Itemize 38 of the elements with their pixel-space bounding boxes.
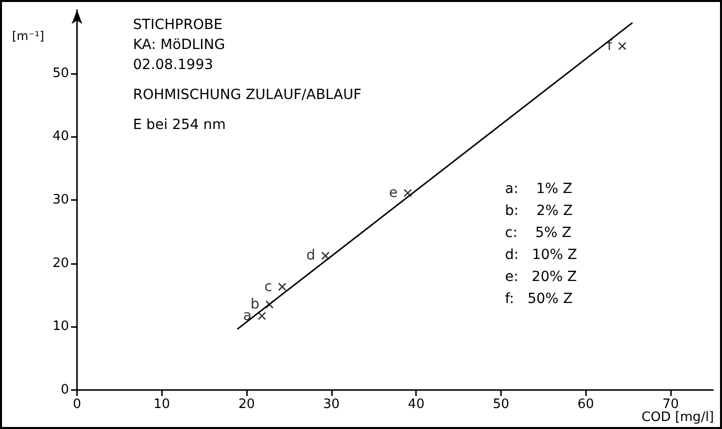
x-tick-label: 0: [72, 397, 82, 412]
annotation: KA: MöDLING: [133, 37, 226, 53]
annotation: a: 1% Z: [505, 181, 572, 197]
y-tick-label: 10: [52, 319, 69, 334]
x-axis-title: COD [mg/l]: [641, 410, 714, 425]
x-tick-label: 50: [492, 397, 510, 412]
y-tick-label: 0: [60, 382, 69, 398]
text: STICHPROBE: [133, 17, 223, 33]
point: [404, 188, 412, 198]
data-label: e: [388, 185, 398, 202]
x-tick-label: 70: [662, 397, 679, 412]
y-tick-label: 20: [52, 256, 69, 271]
annotation: ROHMISCHUNG ZULAUF/ABLAUF: [133, 87, 362, 103]
x-tick-label: 10: [154, 397, 170, 412]
annotation: d: 10% Z: [505, 247, 578, 263]
point: [618, 42, 626, 50]
x-tick-label: 20: [238, 397, 255, 412]
x-tick-label: 30: [323, 397, 340, 412]
y-axis-title: [m⁻¹]: [12, 29, 44, 43]
annotation: e: 20% Z: [505, 269, 577, 285]
point: [265, 300, 274, 309]
y-tick-label: 40: [52, 129, 69, 144]
x-tick-label: 60: [578, 397, 594, 412]
annotation: E bei 254 nm: [133, 117, 226, 133]
data-label: c: [264, 278, 272, 295]
annotation: b: 2% Z: [505, 203, 573, 219]
x-tick-label: 40: [408, 397, 424, 412]
annotation: f: 50% Z: [505, 291, 573, 307]
data-label: b: [250, 296, 260, 312]
y-tick-label: 50: [52, 66, 69, 81]
point: [321, 252, 330, 260]
point: [278, 282, 286, 291]
annotation: 02.08.1993: [133, 57, 214, 73]
annotation: c: 5% Z: [505, 225, 572, 241]
point: [258, 312, 266, 320]
y-tick-label: 30: [52, 192, 69, 208]
data-label: a: [243, 308, 252, 324]
data-label: d: [306, 248, 316, 264]
